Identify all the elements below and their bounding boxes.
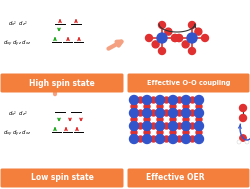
Circle shape (164, 28, 171, 35)
Circle shape (176, 97, 182, 103)
Text: $d_{xy}$ $d_{yz}$ $d_{xz}$: $d_{xy}$ $d_{yz}$ $d_{xz}$ (3, 129, 31, 139)
Circle shape (186, 33, 196, 43)
Circle shape (145, 35, 152, 42)
FancyBboxPatch shape (127, 74, 248, 92)
Circle shape (169, 116, 175, 122)
Circle shape (152, 41, 158, 48)
Circle shape (182, 116, 188, 122)
Text: $d_{x^2}$  $d_{z^2}$: $d_{x^2}$ $d_{z^2}$ (8, 19, 28, 29)
Circle shape (239, 135, 245, 141)
Circle shape (155, 135, 164, 143)
Circle shape (176, 123, 182, 129)
Circle shape (142, 122, 151, 130)
Circle shape (137, 97, 143, 103)
Circle shape (181, 95, 190, 105)
Circle shape (182, 129, 188, 136)
Circle shape (155, 108, 164, 118)
Circle shape (137, 136, 143, 142)
Circle shape (182, 104, 188, 109)
Circle shape (129, 95, 138, 105)
Text: Effective OER: Effective OER (145, 174, 204, 183)
Circle shape (144, 129, 150, 136)
Circle shape (155, 95, 164, 105)
Circle shape (168, 135, 177, 143)
Circle shape (181, 122, 190, 130)
Circle shape (130, 116, 136, 122)
Circle shape (194, 95, 203, 105)
Circle shape (194, 135, 203, 143)
Circle shape (158, 47, 165, 54)
Text: High spin state: High spin state (29, 78, 94, 88)
Circle shape (194, 122, 203, 130)
Circle shape (163, 110, 169, 116)
Circle shape (195, 116, 201, 122)
FancyBboxPatch shape (0, 169, 123, 187)
Circle shape (130, 129, 136, 136)
Circle shape (129, 135, 138, 143)
Circle shape (238, 115, 246, 122)
Circle shape (194, 28, 201, 35)
Circle shape (150, 136, 156, 142)
Circle shape (238, 105, 246, 112)
Circle shape (168, 95, 177, 105)
Circle shape (156, 116, 162, 122)
Circle shape (130, 104, 136, 109)
Text: Effective O-O coupling: Effective O-O coupling (147, 80, 230, 86)
Circle shape (181, 108, 190, 118)
Circle shape (169, 104, 175, 109)
Text: $d_{xy}$ $d_{yz}$ $d_{xz}$: $d_{xy}$ $d_{yz}$ $d_{xz}$ (3, 39, 31, 49)
Circle shape (142, 108, 151, 118)
Circle shape (137, 110, 143, 116)
Circle shape (244, 140, 248, 144)
Circle shape (137, 123, 143, 129)
Circle shape (168, 122, 177, 130)
Circle shape (156, 129, 162, 136)
Circle shape (189, 123, 195, 129)
Circle shape (142, 95, 151, 105)
Circle shape (189, 110, 195, 116)
Circle shape (195, 104, 201, 109)
Circle shape (195, 129, 201, 136)
Circle shape (129, 122, 138, 130)
Text: Strain: Strain (68, 86, 93, 92)
FancyBboxPatch shape (127, 169, 248, 187)
Text: $d_{x^2}$  $d_{z^2}$: $d_{x^2}$ $d_{z^2}$ (8, 110, 28, 119)
Circle shape (156, 104, 162, 109)
Circle shape (188, 47, 195, 54)
Circle shape (189, 136, 195, 142)
Circle shape (176, 110, 182, 116)
Circle shape (188, 22, 195, 29)
Circle shape (155, 122, 164, 130)
Circle shape (163, 97, 169, 103)
Circle shape (158, 22, 165, 29)
Circle shape (150, 123, 156, 129)
Circle shape (156, 33, 166, 43)
Text: Low spin state: Low spin state (30, 174, 93, 183)
FancyBboxPatch shape (0, 74, 123, 92)
Circle shape (189, 97, 195, 103)
Circle shape (168, 108, 177, 118)
Circle shape (181, 135, 190, 143)
Circle shape (142, 135, 151, 143)
Circle shape (176, 136, 182, 142)
Circle shape (150, 97, 156, 103)
Circle shape (236, 140, 240, 144)
Circle shape (144, 116, 150, 122)
Circle shape (169, 129, 175, 136)
Circle shape (163, 123, 169, 129)
Circle shape (182, 41, 188, 48)
Circle shape (194, 108, 203, 118)
Circle shape (150, 110, 156, 116)
Circle shape (129, 108, 138, 118)
Circle shape (163, 136, 169, 142)
Circle shape (175, 35, 182, 42)
Circle shape (171, 35, 178, 42)
Circle shape (144, 104, 150, 109)
Circle shape (201, 35, 208, 42)
Circle shape (175, 35, 182, 42)
Circle shape (171, 35, 178, 42)
